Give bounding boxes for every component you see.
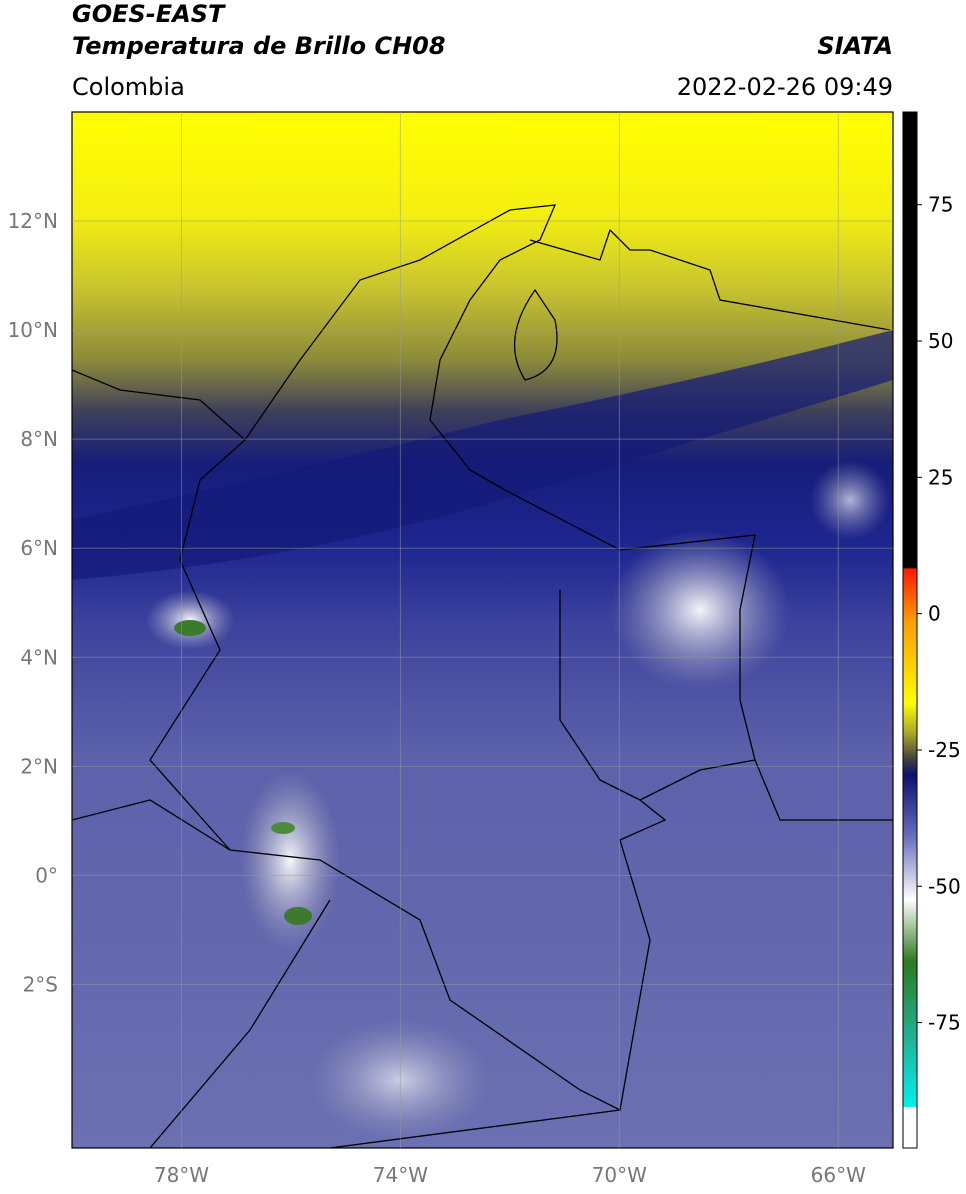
y-tick-label: 4°N — [20, 645, 58, 669]
y-tick-label: 2°N — [20, 754, 58, 778]
source: GOES-EAST — [72, 0, 226, 28]
colorbar-tick-label: 50 — [928, 329, 953, 353]
x-tick-label: 70°W — [592, 1163, 647, 1187]
x-tick-label: 66°W — [811, 1163, 866, 1187]
colorbar-tick-label: -25 — [928, 738, 961, 762]
colorbar — [902, 111, 918, 1149]
y-tick-label: 2°S — [23, 972, 58, 996]
datetime: 2022-02-26 09:49 — [677, 73, 893, 101]
y-tick-label: 8°N — [20, 427, 58, 451]
colorbar-tick-label: 75 — [928, 193, 953, 217]
title: Temperatura de Brillo CH08 — [72, 32, 446, 60]
y-tick-label: 12°N — [8, 209, 58, 233]
y-tick-label: 6°N — [20, 536, 58, 560]
colorbar-tick-label: 25 — [928, 465, 953, 489]
y-tick-label: 0° — [35, 863, 58, 887]
map-frame — [71, 111, 894, 1149]
institution: SIATA — [817, 32, 893, 60]
y-tick-label: 10°N — [8, 318, 58, 342]
colorbar-tick-label: 0 — [928, 602, 941, 626]
x-tick-label: 74°W — [373, 1163, 428, 1187]
colorbar-tick-label: -50 — [928, 874, 961, 898]
satellite-image — [72, 112, 893, 1148]
x-tick-label: 78°W — [154, 1163, 209, 1187]
colorbar-tick-label: -75 — [928, 1011, 961, 1035]
region: Colombia — [72, 73, 185, 101]
